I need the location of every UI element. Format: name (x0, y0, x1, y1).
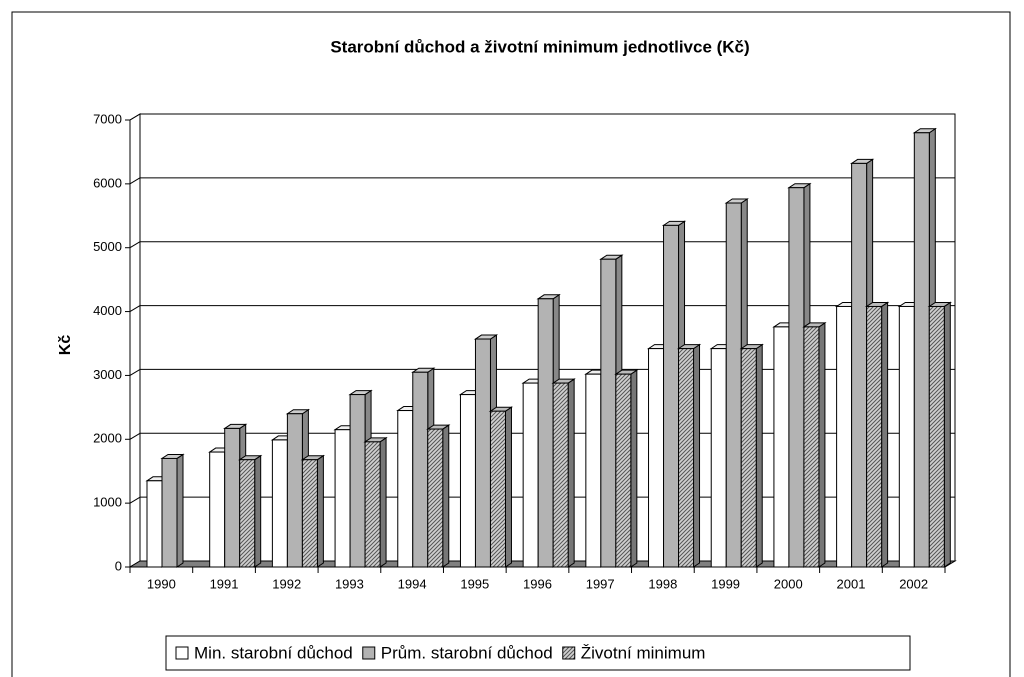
x-tick-label: 1999 (711, 576, 740, 591)
bar-side (254, 454, 262, 568)
bar (836, 305, 853, 568)
grid-line (129, 113, 141, 121)
back-wall (129, 113, 141, 568)
bar (615, 373, 632, 568)
legend-swatch (562, 646, 576, 660)
bar-side (504, 406, 512, 568)
bar (397, 410, 414, 568)
bar (648, 348, 665, 568)
bar (364, 441, 381, 568)
bar-side (567, 378, 575, 568)
legend-label: Životní minimum (581, 643, 706, 662)
bar (866, 305, 883, 568)
bar (412, 371, 429, 568)
bar (773, 326, 790, 568)
grid-line (129, 177, 141, 185)
bar-side (881, 301, 889, 568)
legend-swatch (362, 646, 376, 660)
bar (803, 326, 820, 568)
x-tick-label: 1992 (272, 576, 301, 591)
bar (271, 439, 288, 568)
legend-swatch (175, 646, 189, 660)
bar (740, 348, 757, 568)
grid-line (129, 305, 141, 313)
frame (11, 11, 1011, 677)
x-tick-label: 1990 (147, 576, 176, 591)
x-tick-label: 1991 (210, 576, 239, 591)
bar-side (943, 301, 951, 568)
bar-side (630, 369, 638, 568)
bar (851, 162, 868, 568)
bar (678, 348, 695, 568)
bar (161, 457, 178, 568)
bar (710, 348, 727, 568)
y-tick-label: 3000 (93, 367, 122, 382)
bar-side (379, 436, 387, 568)
y-tick-label: 7000 (93, 111, 122, 126)
bar (427, 428, 444, 568)
bar-side (755, 343, 763, 568)
x-tick-label: 1998 (648, 576, 677, 591)
bar (224, 427, 241, 568)
bar (209, 451, 226, 568)
x-tick-label: 2001 (837, 576, 866, 591)
x-tick-label: 2002 (899, 576, 928, 591)
bar (913, 132, 930, 568)
grid-line (129, 368, 141, 376)
grid-line (129, 241, 141, 249)
grid-line (129, 496, 141, 504)
bar (334, 429, 351, 568)
bar-side (693, 343, 701, 568)
x-tick-label: 1994 (398, 576, 427, 591)
x-tick-label: 1995 (460, 576, 489, 591)
bar (349, 394, 366, 568)
y-tick-label: 4000 (93, 303, 122, 318)
y-tick-label: 5000 (93, 239, 122, 254)
legend-label: Prům. starobní důchod (381, 643, 553, 662)
bar (239, 459, 256, 568)
bar-side (818, 321, 826, 568)
bar (286, 413, 303, 568)
x-tick-label: 1996 (523, 576, 552, 591)
legend (165, 635, 911, 671)
bar (146, 480, 163, 568)
bar (537, 298, 554, 568)
x-tick-label: 2000 (774, 576, 803, 591)
bar (459, 394, 476, 568)
y-tick-label: 0 (115, 558, 122, 573)
bar (898, 305, 915, 568)
x-tick-label: 1997 (586, 576, 615, 591)
y-tick-label: 6000 (93, 175, 122, 190)
bar-side (316, 454, 324, 568)
bar (552, 382, 569, 568)
bar (663, 224, 680, 568)
y-tick-label: 1000 (93, 495, 122, 510)
bar (600, 258, 617, 568)
chart-title: Starobní důchod a životní minimum jednot… (330, 37, 749, 56)
y-axis-label: Kč (57, 335, 74, 356)
bar (928, 305, 945, 568)
legend-label: Min. starobní důchod (194, 643, 353, 662)
bar-side (442, 424, 450, 568)
grid-line (129, 432, 141, 440)
bar (788, 187, 805, 568)
bar-side (176, 453, 184, 568)
bar (585, 373, 602, 568)
bar (522, 382, 539, 568)
bar (489, 410, 506, 568)
bar (725, 202, 742, 568)
x-tick-label: 1993 (335, 576, 364, 591)
bar (301, 459, 318, 568)
y-tick-label: 2000 (93, 431, 122, 446)
bar (474, 338, 491, 568)
